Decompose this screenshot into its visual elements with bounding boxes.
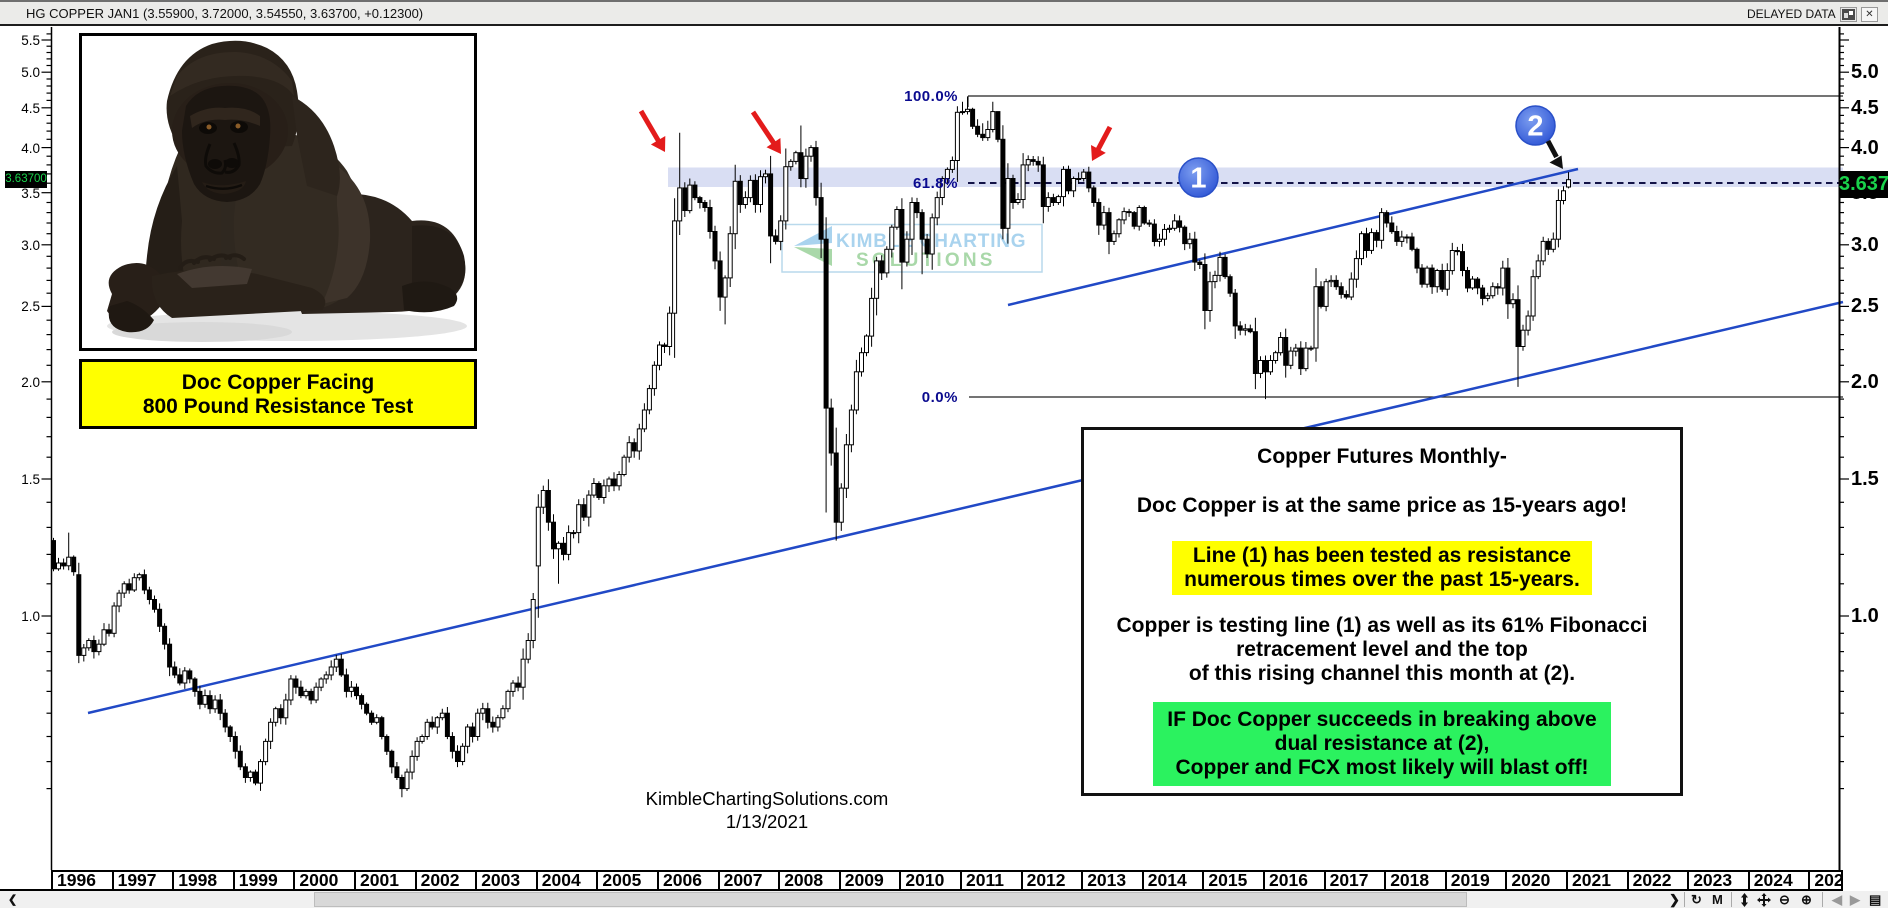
svg-text:1: 1 bbox=[1190, 163, 1206, 195]
svg-text:2: 2 bbox=[1527, 111, 1543, 143]
svg-text:SOLUTIONS: SOLUTIONS bbox=[856, 250, 996, 271]
